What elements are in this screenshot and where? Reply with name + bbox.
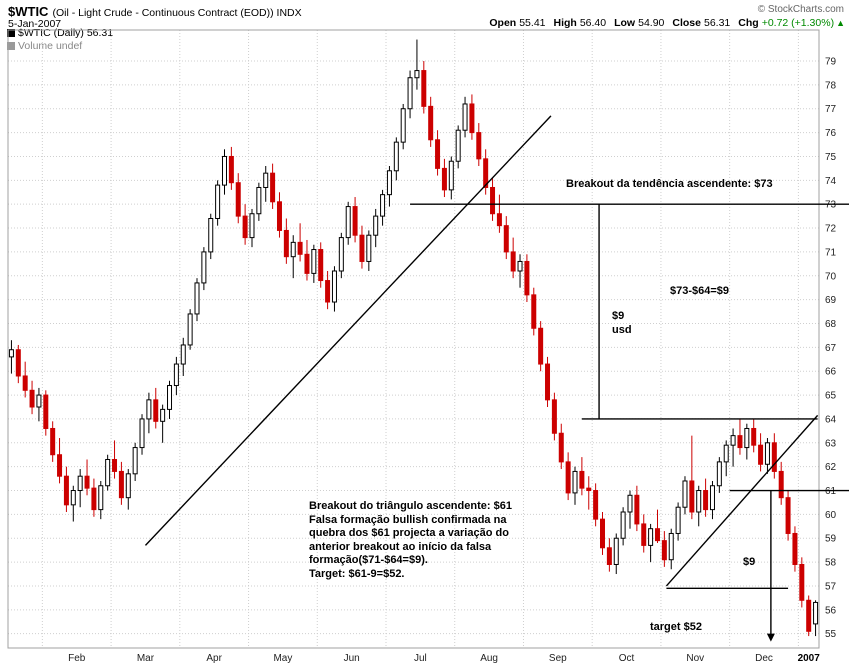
svg-text:May: May bbox=[273, 653, 292, 664]
svg-text:Mar: Mar bbox=[137, 653, 155, 664]
low-value: 54.90 bbox=[638, 17, 665, 29]
svg-text:66: 66 bbox=[825, 367, 837, 378]
ascending-trendline bbox=[144, 115, 552, 546]
svg-text:69: 69 bbox=[825, 295, 837, 306]
price-series-icon bbox=[7, 29, 15, 37]
chg-label: Chg bbox=[738, 17, 759, 29]
annotation-breakout-73: Breakout da tendência ascendente: $73 bbox=[566, 178, 773, 190]
svg-text:61: 61 bbox=[825, 486, 837, 497]
symbol-label: $WTIC bbox=[8, 4, 49, 19]
legend-volume-row: Volume undef bbox=[7, 40, 82, 52]
candles bbox=[8, 39, 819, 637]
svg-text:Sep: Sep bbox=[549, 653, 567, 664]
low-label: Low bbox=[614, 17, 636, 29]
symbol-description: (Oil - Light Crude - Continuous Contract… bbox=[52, 7, 302, 19]
copyright-label: © StockCharts.com bbox=[757, 4, 844, 15]
quote-bar: Open 55.41 High 56.40 Low 54.90 Close 56.31 Chg +… bbox=[489, 17, 845, 29]
close-value: 56.31 bbox=[703, 17, 731, 29]
annotation-triangle-breakout-block: Breakout do triângulo ascendente: $61 Fa… bbox=[309, 500, 512, 580]
grid-vertical bbox=[41, 30, 799, 648]
volume-series-icon bbox=[7, 42, 15, 50]
svg-text:68: 68 bbox=[825, 319, 837, 330]
annotation-target-52: target $52 bbox=[650, 621, 702, 633]
y-axis-labels: 55 56 57 58 59 60 61 62 63 64 65 66 67 68 69 70 71 72 73 74… bbox=[825, 57, 837, 641]
svg-text:75: 75 bbox=[825, 152, 837, 163]
svg-text:78: 78 bbox=[825, 80, 837, 91]
svg-text:77: 77 bbox=[825, 104, 837, 115]
svg-text:60: 60 bbox=[825, 510, 837, 521]
svg-text:Feb: Feb bbox=[68, 653, 86, 664]
svg-text:Jul: Jul bbox=[414, 653, 427, 664]
chg-up-arrow-icon: ▲ bbox=[836, 18, 845, 28]
svg-text:55: 55 bbox=[825, 629, 837, 640]
open-value: 55.41 bbox=[519, 17, 546, 29]
annotation-73-minus-64: $73-$64=$9 bbox=[670, 285, 730, 297]
svg-text:Aug: Aug bbox=[480, 653, 498, 664]
plot-border bbox=[7, 29, 820, 649]
svg-text:Dec: Dec bbox=[755, 653, 773, 664]
x-axis-labels: Feb Mar Apr May Jun Jul Aug Sep Oct Nov Dec 2007 bbox=[68, 653, 820, 664]
svg-text:71: 71 bbox=[825, 247, 837, 258]
svg-text:2007: 2007 bbox=[798, 653, 821, 664]
triangle-lower-line bbox=[665, 414, 819, 587]
chg-value: +0.72 (+1.30%) bbox=[761, 17, 835, 29]
svg-text:73: 73 bbox=[825, 200, 837, 211]
svg-text:59: 59 bbox=[825, 534, 837, 545]
annotation-9-usd: $9 usd bbox=[612, 310, 632, 336]
svg-text:Jun: Jun bbox=[344, 653, 360, 664]
svg-text:58: 58 bbox=[825, 558, 837, 569]
svg-text:63: 63 bbox=[825, 438, 837, 449]
svg-text:79: 79 bbox=[825, 57, 837, 68]
svg-text:Apr: Apr bbox=[206, 653, 222, 664]
open-label: Open bbox=[489, 17, 517, 29]
target-arrow-line-head bbox=[766, 633, 775, 642]
svg-text:Oct: Oct bbox=[619, 653, 635, 664]
chart-title-row: $WTIC (Oil - Light Crude - Continuous Con… bbox=[8, 3, 302, 21]
svg-text:72: 72 bbox=[825, 224, 837, 235]
svg-text:57: 57 bbox=[825, 581, 837, 592]
date-label: 5-Jan-2007 bbox=[8, 18, 62, 30]
svg-text:56: 56 bbox=[825, 605, 837, 616]
svg-text:67: 67 bbox=[825, 343, 837, 354]
svg-text:Nov: Nov bbox=[686, 653, 704, 664]
annotation-9: $9 bbox=[743, 556, 756, 568]
svg-text:62: 62 bbox=[825, 462, 837, 473]
svg-text:70: 70 bbox=[825, 271, 837, 282]
svg-text:65: 65 bbox=[825, 391, 837, 402]
high-label: High bbox=[553, 17, 577, 29]
svg-text:76: 76 bbox=[825, 128, 837, 139]
legend-volume-label: Volume undef bbox=[18, 40, 83, 52]
high-value: 56.40 bbox=[579, 17, 607, 29]
svg-text:64: 64 bbox=[825, 414, 837, 425]
annotation-lines bbox=[144, 115, 849, 642]
svg-text:74: 74 bbox=[825, 176, 837, 187]
close-label: Close bbox=[672, 17, 701, 29]
